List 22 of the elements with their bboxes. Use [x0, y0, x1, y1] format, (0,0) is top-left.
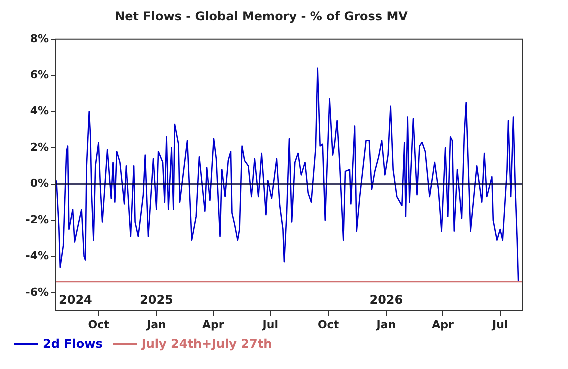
legend-label: July 24th+July 27th: [142, 337, 272, 351]
y-tick-label: 0%: [30, 177, 49, 190]
x-tick-label: Apr: [202, 318, 225, 332]
annotation: 2026: [370, 293, 404, 308]
legend-label: 2d Flows: [43, 337, 103, 351]
annotation: 2024: [59, 293, 92, 308]
y-tick-label: 8%: [30, 32, 49, 46]
annotation: 2025: [140, 293, 174, 308]
x-tick-label: Oct: [318, 318, 340, 332]
y-tick-label: 4%: [30, 104, 49, 118]
x-tick-label: Jan: [376, 318, 396, 332]
x-tick-label: Oct: [88, 318, 110, 332]
y-tick-label: -6%: [26, 286, 49, 299]
x-tick-label: Jul: [491, 318, 508, 332]
y-tick-label: 6%: [30, 68, 49, 82]
x-tick-label: Jan: [146, 318, 166, 332]
y-tick-label: 2%: [30, 140, 49, 154]
chart-title: Net Flows - Global Memory - % of Gross MV: [115, 9, 409, 24]
y-tick-label: -4%: [26, 250, 49, 263]
x-tick-label: Jul: [262, 318, 278, 332]
x-tick-label: Apr: [432, 318, 455, 332]
y-tick-label: -2%: [26, 213, 49, 226]
